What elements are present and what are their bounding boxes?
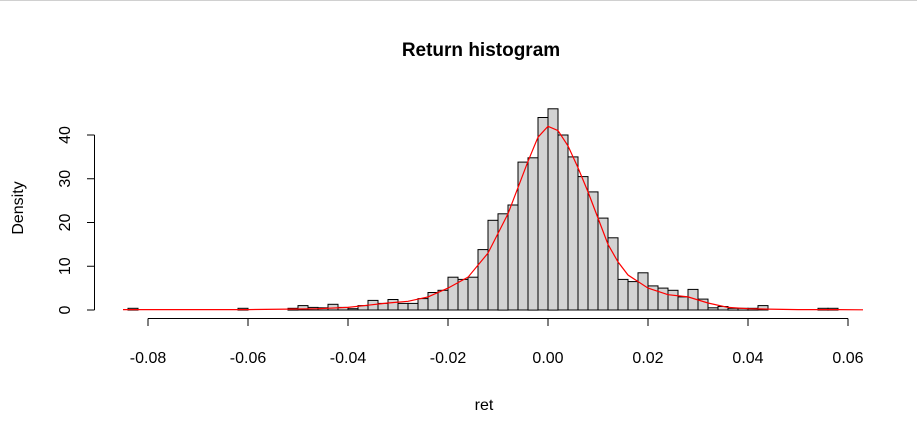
histogram-bar: [707, 307, 719, 311]
histogram-bar: [617, 278, 629, 311]
chart-title: Return histogram: [401, 40, 561, 61]
y-axis-ticks: 0 10 20 30 40: [57, 126, 95, 314]
histogram-bar: [447, 276, 459, 311]
histogram-bar: [497, 213, 509, 311]
x-tick-label: 0.00: [532, 350, 563, 367]
x-tick-label: 0.06: [832, 350, 863, 367]
y-tick-label: 40: [57, 126, 74, 144]
histogram-bar: [457, 278, 469, 311]
x-tick-label: 0.02: [632, 350, 663, 367]
histogram-bar: [437, 289, 449, 311]
histogram-bar: [527, 157, 539, 311]
histogram-bar: [587, 191, 599, 311]
histogram-bar: [487, 219, 499, 311]
histogram-bar: [607, 237, 619, 311]
histogram-bar: [467, 276, 479, 311]
histogram-bar: [627, 281, 639, 311]
histogram-bar: [577, 176, 589, 311]
x-tick-label: -0.06: [230, 350, 267, 367]
histogram-bar: [387, 299, 399, 311]
histogram-bar: [397, 302, 409, 311]
x-tick-label: -0.02: [430, 350, 467, 367]
x-tick-label: -0.04: [330, 350, 367, 367]
x-axis-ticks: -0.08 -0.06 -0.04 -0.02 0.00 0.02 0.04 0.06: [130, 318, 864, 367]
histogram-bar: [417, 298, 429, 311]
histogram-bar: [507, 204, 519, 311]
y-tick-label: 10: [57, 257, 74, 275]
density-curve: [123, 125, 864, 311]
histogram-bar: [547, 108, 559, 311]
histogram-bar: [667, 289, 679, 311]
y-axis-label: Density: [10, 181, 27, 234]
histogram-bar: [677, 296, 689, 311]
y-tick-label: 30: [57, 170, 74, 188]
window-top-border: [0, 0, 917, 1]
histogram-bar: [697, 298, 709, 311]
histogram-bar: [407, 302, 419, 311]
histogram-bar: [327, 303, 339, 311]
histogram-bars: [127, 108, 839, 311]
histogram-bar: [537, 117, 549, 311]
histogram-bar: [757, 305, 769, 311]
x-tick-label: -0.08: [130, 350, 167, 367]
histogram-bar: [637, 272, 649, 311]
histogram-bar: [567, 156, 579, 311]
histogram-bar: [557, 134, 569, 311]
y-tick-label: 20: [57, 214, 74, 232]
histogram-bar: [727, 307, 739, 311]
histogram-bar: [347, 308, 359, 311]
x-tick-label: 0.04: [732, 350, 763, 367]
x-axis-label: ret: [475, 397, 494, 414]
y-tick-label: 0: [57, 305, 74, 314]
